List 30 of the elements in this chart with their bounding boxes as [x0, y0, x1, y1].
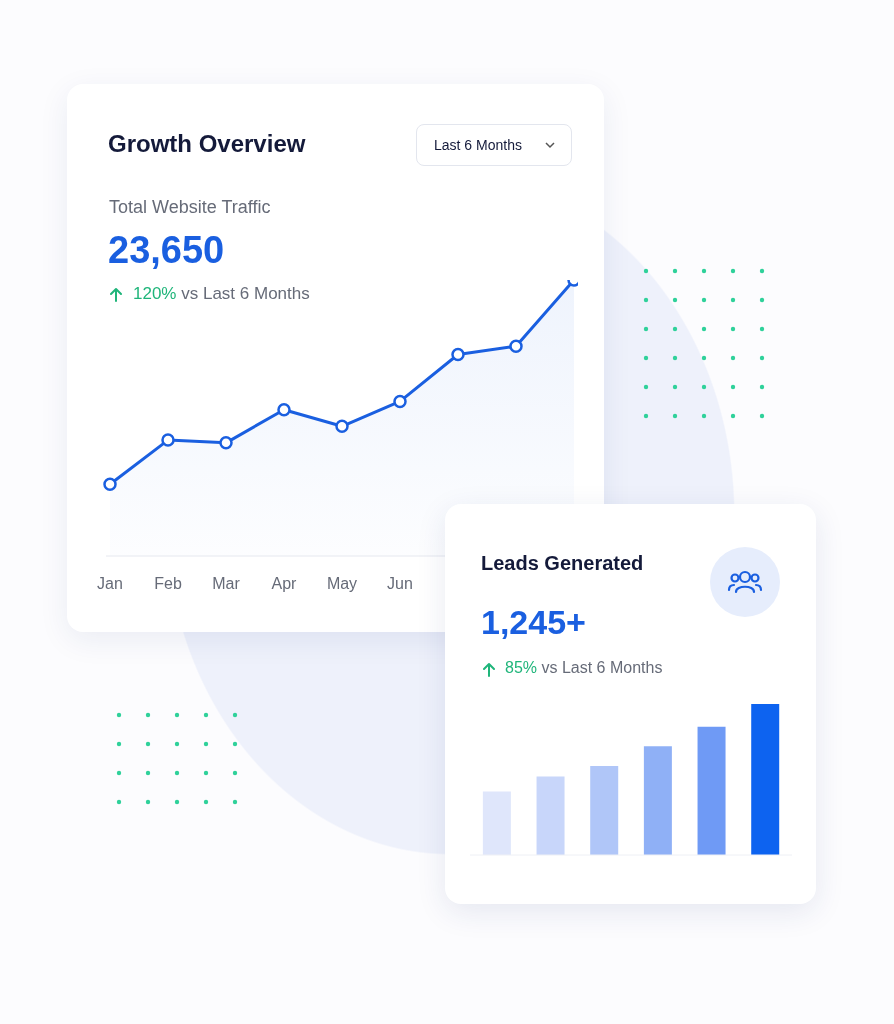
point	[509, 339, 523, 353]
point	[103, 477, 117, 491]
bar	[643, 746, 672, 855]
annotation: 120%	[133, 284, 177, 303]
bar	[536, 776, 565, 855]
chart-subtitle: Total Website Traffic	[109, 197, 271, 218]
point	[451, 347, 465, 362]
text: 1,245+	[481, 603, 586, 642]
chart-title: Leads Generated	[481, 552, 644, 575]
chart-title: Growth Overview	[108, 130, 306, 158]
x-tick-label: Mar	[212, 575, 241, 593]
x-tick-label: Apr	[271, 575, 298, 593]
point	[393, 394, 407, 409]
x-tick-label: Jun	[387, 575, 413, 593]
point	[335, 419, 349, 434]
bar	[482, 791, 511, 855]
bar	[751, 704, 780, 855]
text: 85%	[505, 659, 538, 676]
x-tick-label: Feb	[154, 575, 182, 593]
x-tick-label: Jan	[97, 575, 123, 593]
annotation: vs Last 6 Months	[181, 284, 310, 303]
text: Last 6 Months	[434, 137, 522, 153]
bar	[590, 765, 619, 855]
text: vs Last 6 Months	[541, 659, 663, 676]
x-tick-label: May	[326, 575, 358, 593]
text: 23,650	[108, 229, 225, 272]
point	[277, 402, 291, 417]
point	[219, 436, 233, 450]
point	[161, 433, 175, 447]
bar	[697, 726, 726, 855]
